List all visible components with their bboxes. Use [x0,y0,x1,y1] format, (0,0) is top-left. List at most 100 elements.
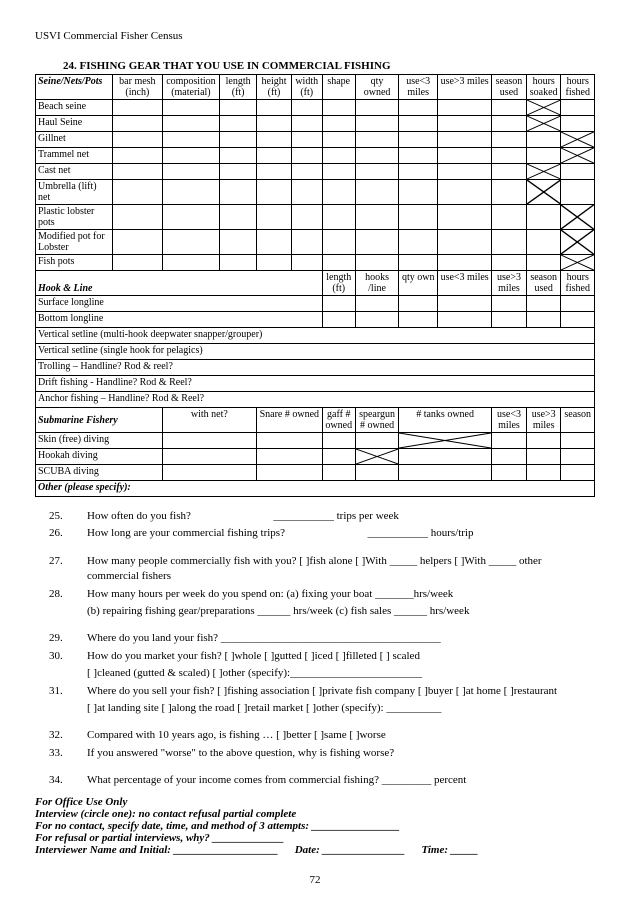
t3-col: with net? [162,408,256,433]
question-text: How many people commercially fish with y… [87,554,595,585]
question-number: 29. [35,631,87,646]
t2-col: use>3 miles [492,271,527,296]
t1-row: Cast net [36,164,113,180]
t1-row: Beach seine [36,100,113,116]
table-seine-nets-pots: Seine/Nets/Pots bar mesh (inch) composit… [35,74,595,497]
t1-col: length (ft) [220,75,257,100]
t1-col: qty owned [355,75,398,100]
page-header: USVI Commercial Fisher Census [35,30,595,42]
question-row: 26.How long are your commercial fishing … [35,526,595,541]
t2-row: Vertical setline (single hook for pelagi… [36,344,595,360]
office-l1: For Office Use Only [35,796,595,808]
t3-col: # tanks owned [399,408,492,433]
question-row: 30.How do you market your fish? [ ]whole… [35,649,595,664]
section-title: 24. FISHING GEAR THAT YOU USE IN COMMERC… [63,60,595,72]
t2-col: hours fished [561,271,595,296]
question-number [35,544,87,552]
question-text [87,544,595,552]
t2-corner: Hook & Line [36,271,323,296]
question-row: 29.Where do you land your fish? ________… [35,631,595,646]
question-number: 28. [35,587,87,602]
t2-row: Anchor fishing – Handline? Rod & Reel? [36,392,595,408]
t1-col: season used [492,75,527,100]
question-number: 32. [35,728,87,743]
question-row [35,544,595,552]
t1-row: Gillnet [36,132,113,148]
question-row: 28.How many hours per week do you spend … [35,587,595,602]
question-row [35,763,595,771]
t1-col: hours fished [561,75,595,100]
t1-col: height (ft) [257,75,292,100]
t1-row: Modified pot for Lobster [36,230,113,255]
office-l3: For no contact, specify date, time, and … [35,820,595,832]
question-row [35,718,595,726]
office-l2: Interview (circle one): no contact refus… [35,808,595,820]
question-number: 26. [35,526,87,541]
t2-row: Trolling – Handline? Rod & reel? [36,360,595,376]
t1-row: Umbrella (lift) net [36,180,113,205]
question-row: 31.Where do you sell your fish? [ ]fishi… [35,684,595,699]
question-text: How long are your commercial fishing tri… [87,526,595,541]
question-text [87,763,595,771]
t2-col: season used [526,271,561,296]
question-number: 30. [35,649,87,664]
t2-row: Surface longline [36,296,323,312]
questions-block: 25.How often do you fish? ___________ tr… [35,509,595,788]
question-row: [ ]cleaned (gutted & scaled) [ ]other (s… [35,666,595,681]
t1-row: Haul Seine [36,116,113,132]
t3-col: Snare # owned [257,408,322,433]
t3-col: speargun # owned [355,408,398,433]
question-text: (b) repairing fishing gear/preparations … [87,604,595,619]
question-row [35,621,595,629]
page-number: 72 [35,874,595,886]
question-text: How often do you fish? ___________ trips… [87,509,595,524]
t1-row: Plastic lobster pots [36,205,113,230]
t2-row: Vertical setline (multi-hook deepwater s… [36,328,595,344]
question-text [87,621,595,629]
t1-col: hours soaked [526,75,561,100]
question-number [35,621,87,629]
t3-row: Skin (free) diving [36,433,163,449]
t1-col: shape [322,75,355,100]
t2-col: qty own [399,271,438,296]
t1-col: width (ft) [291,75,322,100]
question-number: 31. [35,684,87,699]
t3-footer: Other (please specify): [36,481,595,497]
question-row: [ ]at landing site [ ]along the road [ ]… [35,701,595,716]
question-text: If you answered "worse" to the above que… [87,746,595,761]
office-l4: For refusal or partial interviews, why? … [35,832,595,844]
office-use-block: For Office Use Only Interview (circle on… [35,796,595,856]
t2-col: length (ft) [322,271,355,296]
question-text: How many hours per week do you spend on:… [87,587,595,602]
question-text: [ ]cleaned (gutted & scaled) [ ]other (s… [87,666,595,681]
t3-col: use<3 miles [492,408,527,433]
t3-col: use>3 miles [526,408,561,433]
t1-col: composition (material) [162,75,219,100]
question-text: What percentage of your income comes fro… [87,773,595,788]
question-row: 33.If you answered "worse" to the above … [35,746,595,761]
t2-row: Drift fishing - Handline? Rod & Reel? [36,376,595,392]
question-number: 33. [35,746,87,761]
question-number [35,701,87,716]
t2-col: hooks /line [355,271,398,296]
t1-col: use>3 miles [438,75,492,100]
question-number [35,666,87,681]
t3-col: season [561,408,595,433]
question-text: Compared with 10 years ago, is fishing …… [87,728,595,743]
question-number [35,763,87,771]
t3-row: SCUBA diving [36,465,163,481]
t2-col: use<3 miles [438,271,492,296]
t1-row: Trammel net [36,148,113,164]
question-number [35,604,87,619]
question-number [35,718,87,726]
question-row: 25.How often do you fish? ___________ tr… [35,509,595,524]
t2-row: Bottom longline [36,312,323,328]
t1-col: use<3 miles [399,75,438,100]
question-number: 27. [35,554,87,585]
question-number: 34. [35,773,87,788]
question-text: [ ]at landing site [ ]along the road [ ]… [87,701,595,716]
question-row: 32.Compared with 10 years ago, is fishin… [35,728,595,743]
t1-col: bar mesh (inch) [113,75,163,100]
t3-corner: Submarine Fishery [36,408,163,433]
question-text: Where do you sell your fish? [ ]fishing … [87,684,595,699]
